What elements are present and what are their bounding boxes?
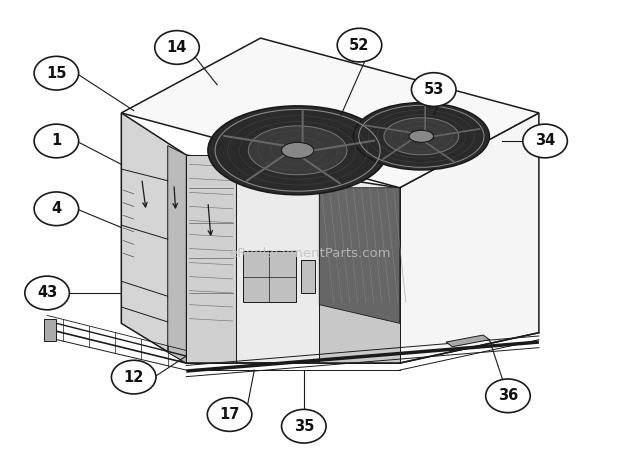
Polygon shape (168, 146, 186, 363)
Ellipse shape (353, 103, 489, 170)
Text: 52: 52 (349, 38, 370, 53)
Text: 12: 12 (123, 370, 144, 385)
Text: 36: 36 (498, 388, 518, 403)
Text: 15: 15 (46, 66, 66, 81)
FancyBboxPatch shape (243, 251, 296, 303)
Circle shape (207, 398, 252, 431)
Text: 35: 35 (294, 419, 314, 434)
Ellipse shape (409, 130, 433, 143)
Text: 1: 1 (51, 134, 61, 149)
Ellipse shape (208, 106, 388, 195)
Ellipse shape (248, 126, 347, 175)
Circle shape (34, 192, 79, 226)
Polygon shape (122, 113, 186, 363)
Text: 17: 17 (219, 407, 240, 422)
Circle shape (337, 28, 382, 62)
Circle shape (281, 409, 326, 443)
Text: 4: 4 (51, 201, 61, 216)
Text: 14: 14 (167, 40, 187, 55)
Text: 34: 34 (535, 134, 555, 149)
Polygon shape (122, 38, 539, 188)
Circle shape (25, 276, 69, 310)
Circle shape (523, 124, 567, 158)
Text: eReplacementParts.com: eReplacementParts.com (229, 247, 391, 260)
Polygon shape (446, 335, 489, 347)
Polygon shape (186, 155, 400, 363)
Circle shape (155, 30, 199, 64)
Ellipse shape (281, 142, 314, 159)
FancyBboxPatch shape (44, 319, 56, 340)
Circle shape (412, 73, 456, 106)
Polygon shape (400, 113, 539, 363)
Polygon shape (319, 188, 400, 363)
Text: 53: 53 (423, 82, 444, 97)
Polygon shape (319, 188, 400, 323)
Circle shape (485, 379, 530, 413)
Circle shape (34, 124, 79, 158)
Circle shape (34, 56, 79, 90)
Ellipse shape (384, 118, 459, 155)
Polygon shape (186, 155, 236, 363)
FancyBboxPatch shape (301, 260, 315, 293)
Circle shape (112, 360, 156, 394)
Text: 43: 43 (37, 286, 57, 301)
